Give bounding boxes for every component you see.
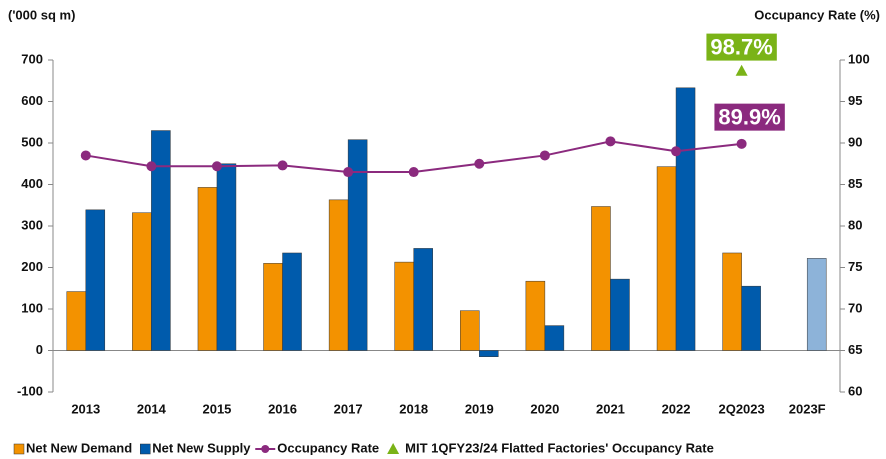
bar xyxy=(525,280,546,351)
bar xyxy=(591,206,611,351)
bar xyxy=(216,163,237,351)
marker xyxy=(736,138,747,149)
bar xyxy=(610,278,630,351)
bar xyxy=(675,87,696,351)
y-tick-label: 200 xyxy=(21,259,43,274)
y2-tick-label: 80 xyxy=(848,217,862,232)
legend-label: Net New Demand xyxy=(26,440,132,455)
bar xyxy=(460,310,480,351)
x-tick-label: 2016 xyxy=(268,401,297,416)
x-tick-label: 2021 xyxy=(596,401,625,416)
value-label-box xyxy=(714,103,785,131)
bar xyxy=(132,212,152,351)
y2-tick-label: 100 xyxy=(848,51,870,66)
legend-swatch xyxy=(387,443,400,454)
y2-tick-label: 65 xyxy=(848,342,862,357)
y2-tick-label: 85 xyxy=(848,176,862,191)
y2-tick-label: 95 xyxy=(848,93,862,108)
bar xyxy=(413,248,433,351)
marker xyxy=(80,150,91,161)
legend-label: MIT 1QFY23/24 Flatted Factories' Occupan… xyxy=(405,440,714,455)
marker xyxy=(408,167,419,178)
marker xyxy=(605,136,616,147)
x-tick-label: 2015 xyxy=(202,401,231,416)
bar xyxy=(741,285,761,351)
x-tick-label: 2019 xyxy=(465,401,494,416)
y-axis-label: ('000 sq m) xyxy=(8,7,75,22)
value-label: 89.9% xyxy=(718,105,780,130)
bar xyxy=(656,166,677,351)
bar xyxy=(151,130,171,351)
bar xyxy=(263,263,283,351)
legend-label: Occupancy Rate xyxy=(277,440,379,455)
bar xyxy=(394,261,414,351)
marker xyxy=(735,64,748,76)
x-tick-label: 2022 xyxy=(662,401,691,416)
bar xyxy=(479,350,499,357)
bar xyxy=(197,187,218,351)
bar xyxy=(85,209,106,351)
y-tick-label: 100 xyxy=(21,300,43,315)
bar xyxy=(282,252,302,351)
marker xyxy=(211,161,222,172)
y-tick-label: 0 xyxy=(36,342,43,357)
x-tick-label: 2017 xyxy=(334,401,363,416)
y-tick-label: 500 xyxy=(21,134,43,149)
x-tick-label: 2018 xyxy=(399,401,428,416)
y-tick-label: 700 xyxy=(21,51,43,66)
bar xyxy=(806,258,827,351)
y-tick-label: -100 xyxy=(17,383,43,398)
y2-tick-label: 90 xyxy=(848,134,862,149)
y-tick-label: 300 xyxy=(21,217,43,232)
marker xyxy=(671,146,682,157)
value-label-box xyxy=(706,33,777,61)
marker xyxy=(539,150,550,161)
bar xyxy=(544,325,565,351)
marker xyxy=(343,167,354,178)
marker xyxy=(474,158,485,169)
y2-tick-label: 75 xyxy=(848,259,862,274)
marker xyxy=(277,160,288,171)
bar xyxy=(328,199,349,351)
value-label: 98.7% xyxy=(710,35,772,60)
legend-swatch xyxy=(261,445,270,453)
y2-axis-label: Occupancy Rate (%) xyxy=(754,7,880,22)
x-tick-label: 2023F xyxy=(789,401,826,416)
x-tick-label: 2013 xyxy=(71,401,100,416)
marker xyxy=(146,161,157,172)
y-tick-label: 400 xyxy=(21,176,43,191)
legend-label: Net New Supply xyxy=(152,440,251,455)
x-tick-label: 2020 xyxy=(530,401,559,416)
bar xyxy=(66,291,87,351)
bar xyxy=(347,139,368,351)
y-tick-label: 600 xyxy=(21,93,43,108)
y2-tick-label: 70 xyxy=(848,300,862,315)
x-tick-label: 2014 xyxy=(137,401,167,416)
bar xyxy=(722,252,742,351)
legend-swatch xyxy=(13,443,25,455)
y2-tick-label: 60 xyxy=(848,383,862,398)
x-tick-label: 2Q2023 xyxy=(718,401,764,416)
legend-swatch xyxy=(139,443,151,455)
